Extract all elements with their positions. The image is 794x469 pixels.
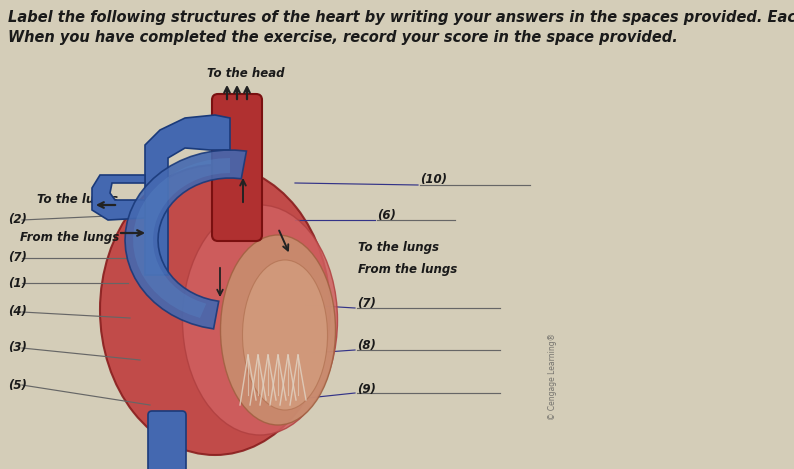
Text: © Cengage Learning®: © Cengage Learning® — [548, 333, 557, 420]
Ellipse shape — [100, 165, 330, 455]
Ellipse shape — [221, 235, 336, 425]
Text: (1): (1) — [8, 277, 27, 289]
Text: (8): (8) — [357, 340, 376, 353]
Text: From the lungs: From the lungs — [20, 232, 119, 244]
Text: (7): (7) — [357, 296, 376, 310]
Text: (5): (5) — [8, 378, 27, 392]
Ellipse shape — [183, 205, 337, 435]
Text: (7): (7) — [8, 251, 27, 265]
Polygon shape — [92, 175, 145, 220]
Polygon shape — [125, 150, 246, 329]
Text: (10): (10) — [420, 174, 447, 187]
Text: (2): (2) — [8, 213, 27, 227]
Text: (4): (4) — [8, 305, 27, 318]
Text: (9): (9) — [357, 383, 376, 395]
Text: (6): (6) — [377, 210, 396, 222]
Polygon shape — [133, 158, 230, 318]
Text: When you have completed the exercise, record your score in the space provided.: When you have completed the exercise, re… — [8, 30, 678, 45]
FancyBboxPatch shape — [148, 411, 186, 469]
Text: To the head: To the head — [207, 67, 285, 80]
Ellipse shape — [242, 260, 327, 410]
Text: From the lungs: From the lungs — [358, 264, 457, 277]
Text: To the lungs: To the lungs — [358, 242, 439, 255]
Text: Label the following structures of the heart by writing your answers in the space: Label the following structures of the he… — [8, 10, 794, 25]
Text: (3): (3) — [8, 341, 27, 355]
Text: To the lungs: To the lungs — [37, 194, 118, 206]
Polygon shape — [145, 115, 230, 275]
FancyBboxPatch shape — [212, 94, 262, 241]
